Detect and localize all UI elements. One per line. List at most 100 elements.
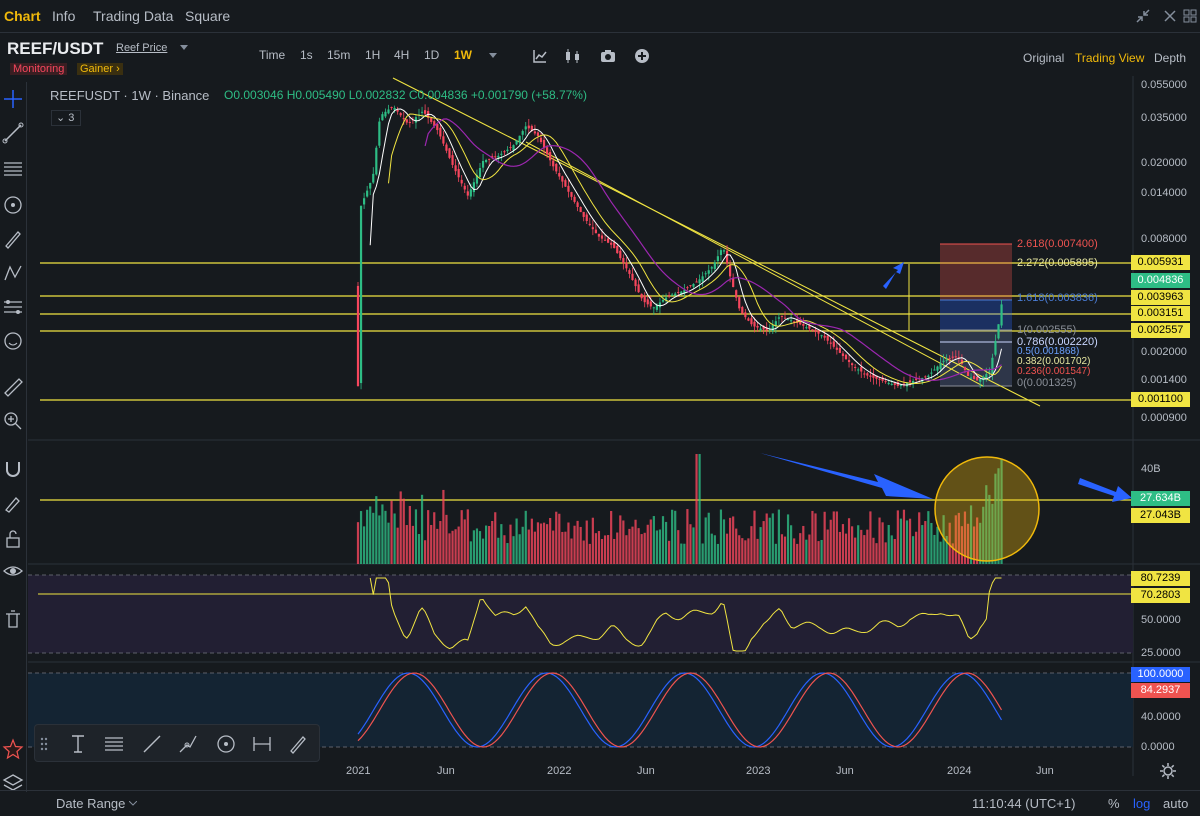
- volume-bar: [869, 511, 872, 564]
- horizontal-levels[interactable]: [40, 262, 1133, 501]
- brush-icon[interactable]: [2, 228, 24, 250]
- volume-bar: [927, 511, 930, 564]
- volume-bar: [893, 539, 896, 564]
- view-trading-view[interactable]: Trading View: [1075, 51, 1145, 65]
- magnet-icon[interactable]: [2, 458, 24, 480]
- rsi-value-box[interactable]: 80.7239: [1131, 571, 1190, 586]
- volume-bar: [982, 506, 985, 564]
- volume-bar: [643, 532, 646, 564]
- stoch-d-box[interactable]: 84.2937: [1131, 683, 1190, 698]
- price-level-box[interactable]: 0.003151: [1131, 306, 1190, 321]
- current-price-box[interactable]: 0.004836: [1131, 273, 1190, 288]
- emoji-icon[interactable]: [2, 330, 24, 352]
- trash-icon[interactable]: [2, 608, 24, 630]
- stoch-rsi-lines: [357, 672, 1003, 748]
- crosshair-icon[interactable]: [2, 88, 24, 110]
- brush-icon[interactable]: [287, 733, 309, 755]
- camera-icon[interactable]: [600, 49, 616, 63]
- volume-bar: [402, 498, 405, 564]
- add-icon[interactable]: [634, 48, 650, 64]
- view-original[interactable]: Original: [1023, 51, 1065, 65]
- lock-drawing-icon[interactable]: [2, 492, 24, 514]
- range-tool-icon[interactable]: [251, 733, 273, 755]
- trend-line-icon[interactable]: [141, 733, 163, 755]
- circle-tool-icon[interactable]: [2, 194, 24, 216]
- rsi-level-box[interactable]: 70.2803: [1131, 588, 1190, 603]
- text-tool-icon[interactable]: [67, 733, 89, 755]
- indicator-toggle[interactable]: ⌄ 3: [51, 110, 81, 126]
- volume-box[interactable]: 27.043B: [1131, 508, 1190, 523]
- volume-bar: [405, 525, 408, 564]
- price-level-box[interactable]: 0.001100: [1131, 392, 1190, 407]
- tab-info[interactable]: Info: [52, 8, 76, 24]
- timeframe-1h[interactable]: 1H: [365, 48, 381, 62]
- log-toggle[interactable]: log: [1133, 796, 1151, 811]
- monitoring-badge[interactable]: Monitoring: [10, 63, 68, 75]
- timeframe-15m[interactable]: 15m: [327, 48, 351, 62]
- timeframe-1d[interactable]: 1D: [424, 48, 440, 62]
- tab-trading-data[interactable]: Trading Data: [93, 8, 174, 24]
- tab-square[interactable]: Square: [185, 8, 231, 24]
- candle-type-icon[interactable]: [564, 48, 582, 64]
- timeframe-more-icon[interactable]: [489, 53, 497, 59]
- volume-bar: [796, 543, 799, 564]
- timeframe-1w[interactable]: 1W: [454, 48, 472, 62]
- candle-body: [521, 131, 524, 135]
- tab-chart[interactable]: Chart: [4, 8, 41, 24]
- lock-icon[interactable]: [2, 528, 24, 550]
- path-tool-icon[interactable]: [177, 733, 199, 755]
- candle-body: [832, 341, 835, 347]
- volume-bar: [686, 509, 689, 564]
- date-range-button[interactable]: Date Range: [56, 796, 126, 811]
- horizontal-lines-icon[interactable]: [103, 733, 125, 755]
- horizontal-lines-icon[interactable]: [2, 158, 24, 180]
- candle-body: [823, 335, 826, 338]
- circle-tool-icon[interactable]: [215, 733, 237, 755]
- candle-body: [683, 290, 686, 294]
- stoch-k-box[interactable]: 100.0000: [1131, 667, 1190, 682]
- price-type[interactable]: Reef Price: [116, 42, 168, 54]
- ruler-icon[interactable]: [2, 376, 24, 398]
- volume-bar: [460, 510, 463, 564]
- timeframe-1s[interactable]: 1s: [300, 48, 313, 62]
- zoom-in-icon[interactable]: [2, 410, 24, 432]
- chart-canvas[interactable]: [28, 76, 1200, 790]
- pair-title[interactable]: REEF/USDT: [7, 39, 104, 58]
- eye-icon[interactable]: [2, 560, 24, 582]
- pattern-icon[interactable]: [2, 262, 24, 284]
- volume-bar: [573, 525, 576, 564]
- auto-toggle[interactable]: auto: [1163, 796, 1189, 811]
- gainer-badge[interactable]: Gainer ›: [77, 63, 123, 75]
- indicators-icon[interactable]: [532, 48, 548, 64]
- volume-bar: [930, 522, 933, 564]
- settings-gear-icon[interactable]: [1159, 762, 1177, 780]
- view-depth[interactable]: Depth: [1154, 51, 1187, 65]
- timeframe-time[interactable]: Time: [259, 48, 286, 62]
- clock[interactable]: 11:10:44 (UTC+1): [972, 796, 1076, 811]
- drag-handle-icon[interactable]: [39, 733, 49, 755]
- price-level-box[interactable]: 0.002557: [1131, 323, 1190, 338]
- close-icon[interactable]: [1163, 9, 1177, 23]
- measure-icon[interactable]: [2, 296, 24, 318]
- price-level-box[interactable]: 0.003963: [1131, 290, 1190, 305]
- candle-body: [912, 380, 915, 385]
- candle-body: [454, 165, 457, 172]
- percent-toggle[interactable]: %: [1108, 796, 1120, 811]
- candle-body: [838, 348, 841, 353]
- chevron-down-icon[interactable]: [180, 45, 188, 51]
- candle-body: [710, 267, 713, 269]
- time-axis-label: Jun: [637, 765, 655, 777]
- trend-lines[interactable]: [392, 77, 1041, 407]
- price-level-box[interactable]: 0.005931: [1131, 255, 1190, 270]
- volume-box[interactable]: 27.634B: [1131, 491, 1190, 506]
- collapse-icon[interactable]: [1136, 9, 1150, 23]
- volume-bars[interactable]: [356, 454, 1003, 564]
- grid-layout-icon[interactable]: [1183, 9, 1197, 23]
- candle-body: [658, 302, 662, 308]
- candle-body: [969, 377, 973, 379]
- volume-bar: [683, 543, 686, 564]
- timeframe-4h[interactable]: 4H: [394, 48, 410, 62]
- volume-bar: [802, 525, 805, 564]
- favorites-star-icon[interactable]: [2, 738, 24, 760]
- trend-line-icon[interactable]: [2, 122, 24, 144]
